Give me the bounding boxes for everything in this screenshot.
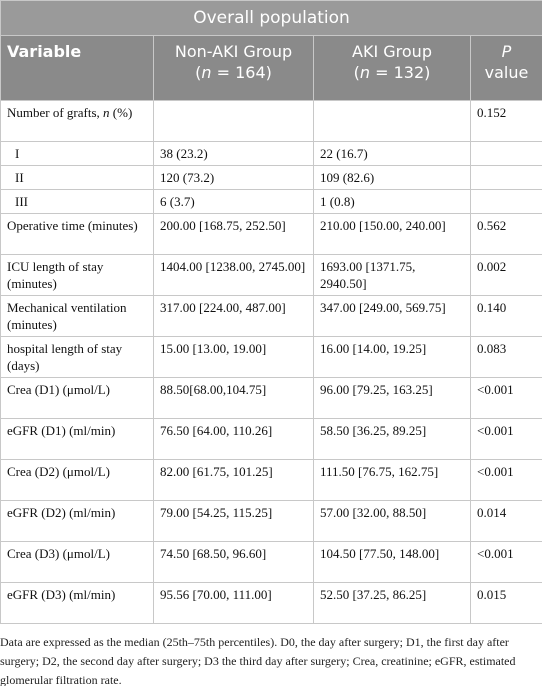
table-cell: 95.56 [70.00, 111.00]	[153, 582, 314, 624]
table-cell: eGFR (D2) (ml/min)	[0, 500, 154, 542]
table-cell: 0.140	[470, 295, 542, 337]
table-cell: 0.152	[470, 100, 542, 142]
table-cell: 58.50 [36.25, 89.25]	[313, 418, 471, 460]
table-cell: 88.50[68.00,104.75]	[153, 377, 314, 419]
table-row: eGFR (D1) (ml/min) 76.50 [64.00, 110.26] 5…	[0, 418, 542, 460]
table-row: hospital length of stay (days) 15.00 [13.…	[0, 336, 542, 378]
cell-text-part: Non-AKI Group	[174, 42, 293, 61]
table-cell: Crea (D1) (μmol/L)	[0, 377, 154, 419]
table-cell: 57.00 [32.00, 88.50]	[313, 500, 471, 542]
cell-text-part: Variable	[7, 42, 82, 61]
cell-text-part: P	[501, 42, 512, 61]
table-row: Operative time (minutes) 200.00 [168.75, …	[0, 213, 542, 255]
table-cell: Crea (D3) (μmol/L)	[0, 541, 154, 583]
table-cell: 0.015	[470, 582, 542, 624]
table-cell: <0.001	[470, 459, 542, 501]
table-row: Crea (D2) (μmol/L) 82.00 [61.75, 101.25] 1…	[0, 459, 542, 501]
table-cell: 104.50 [77.50, 148.00]	[313, 541, 471, 583]
cell-text-part: (	[353, 63, 360, 82]
cell-text-part: AKI Group	[352, 42, 432, 61]
header-cell: Non-AKI Group (n = 164)	[153, 35, 314, 101]
table-row: eGFR (D2) (ml/min) 79.00 [54.25, 115.25] 5…	[0, 500, 542, 542]
table-cell: 0.562	[470, 213, 542, 255]
table-cell: I	[0, 141, 154, 166]
table-cell	[153, 100, 314, 142]
table-cell: II	[0, 165, 154, 190]
table-cell: <0.001	[470, 418, 542, 460]
table-cell: 6 (3.7)	[153, 189, 314, 214]
table-row: ICU length of stay (minutes) 1404.00 [123…	[0, 254, 542, 296]
table-cell: 0.014	[470, 500, 542, 542]
table-cell: 96.00 [79.25, 163.25]	[313, 377, 471, 419]
header-cell: AKI Group (n = 132)	[313, 35, 471, 101]
table-cell: 16.00 [14.00, 19.25]	[313, 336, 471, 378]
table-cell	[313, 100, 471, 142]
table-cell: 109 (82.6)	[313, 165, 471, 190]
table-cell: 0.002	[470, 254, 542, 296]
data-table: Overall population Variable Non-AKI Group…	[0, 0, 542, 624]
table-cell: eGFR (D1) (ml/min)	[0, 418, 154, 460]
table-cell: Number of grafts, n (%)	[0, 100, 154, 142]
table-cell	[470, 189, 542, 214]
table-title: Overall population	[0, 0, 542, 36]
table-cell: 76.50 [64.00, 110.26]	[153, 418, 314, 460]
cell-text-part: n	[359, 63, 371, 82]
table-cell	[470, 141, 542, 166]
cell-text-part: n	[103, 105, 110, 120]
table-cell: 111.50 [76.75, 162.75]	[313, 459, 471, 501]
table-cell: 74.50 [68.50, 96.60]	[153, 541, 314, 583]
footnote: Data are expressed as the median (25th–7…	[0, 635, 516, 686]
cell-text-part: = 132)	[370, 63, 431, 82]
cell-text-part: value	[484, 63, 529, 82]
table-cell: hospital length of stay (days)	[0, 336, 154, 378]
table-cell: 22 (16.7)	[313, 141, 471, 166]
cell-text-part: (%)	[112, 105, 133, 120]
table-cell: 1 (0.8)	[313, 189, 471, 214]
table-cell: 120 (73.2)	[153, 165, 314, 190]
table-cell: ICU length of stay (minutes)	[0, 254, 154, 296]
table-cell: 52.50 [37.25, 86.25]	[313, 582, 471, 624]
table-cell: 38 (23.2)	[153, 141, 314, 166]
table-cell: Crea (D2) (μmol/L)	[0, 459, 154, 501]
table-row: Mechanical ventilation (minutes) 317.00 […	[0, 295, 542, 337]
table-cell: 0.083	[470, 336, 542, 378]
header-cell: Variable	[0, 35, 154, 101]
table-cell: 15.00 [13.00, 19.00]	[153, 336, 314, 378]
table-row: Crea (D1) (μmol/L) 88.50[68.00,104.75] 96.…	[0, 377, 542, 419]
table-row: II 120 (73.2) 109 (82.6)	[0, 165, 542, 190]
table-row: III 6 (3.7) 1 (0.8)	[0, 189, 542, 214]
table-row: eGFR (D3) (ml/min) 95.56 [70.00, 111.00] 5…	[0, 582, 542, 624]
table-cell: III	[0, 189, 154, 214]
table-cell: eGFR (D3) (ml/min)	[0, 582, 154, 624]
table-row: I 38 (23.2) 22 (16.7)	[0, 141, 542, 166]
cell-text-part: (	[195, 63, 202, 82]
table-cell: 347.00 [249.00, 569.75]	[313, 295, 471, 337]
table-cell: 1404.00 [1238.00, 2745.00]	[153, 254, 314, 296]
table-cell: <0.001	[470, 541, 542, 583]
table-cell	[470, 165, 542, 190]
table-cell: Operative time (minutes)	[0, 213, 154, 255]
table-row: Number of grafts, n (%) 0.152	[0, 100, 542, 142]
table-cell: 317.00 [224.00, 487.00]	[153, 295, 314, 337]
table-cell: Mechanical ventilation (minutes)	[0, 295, 154, 337]
cell-text-part: = 164)	[211, 63, 272, 82]
table-cell: 210.00 [150.00, 240.00]	[313, 213, 471, 255]
table-cell: 82.00 [61.75, 101.25]	[153, 459, 314, 501]
cell-text-part: Number of grafts,	[7, 105, 100, 120]
table-row: Crea (D3) (μmol/L) 74.50 [68.50, 96.60] 10…	[0, 541, 542, 583]
table-cell: 200.00 [168.75, 252.50]	[153, 213, 314, 255]
table-cell: 79.00 [54.25, 115.25]	[153, 500, 314, 542]
cell-text-part: n	[201, 63, 212, 82]
table-cell: 1693.00 [1371.75, 2940.50]	[313, 254, 471, 296]
table-cell: <0.001	[470, 377, 542, 419]
